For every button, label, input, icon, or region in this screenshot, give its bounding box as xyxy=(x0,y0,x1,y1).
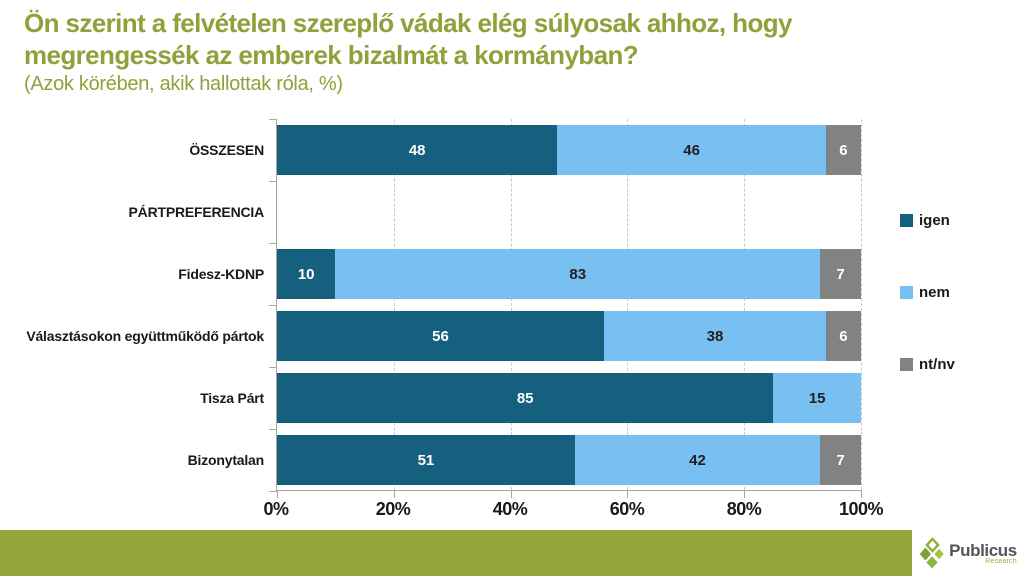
chart-row-tisza-p-rt: 85 15 xyxy=(277,367,861,429)
x-axis-label-60-: 60% xyxy=(609,499,645,519)
value-label: 6 xyxy=(839,141,848,159)
value-label: 83 xyxy=(569,265,587,283)
x-axis-label-80-: 80% xyxy=(726,499,762,519)
value-label: 51 xyxy=(417,451,435,469)
chart-header: Ön szerint a felvételen szereplő vádak e… xyxy=(24,8,939,96)
value-label: 7 xyxy=(836,265,845,283)
legend-swatch-nem xyxy=(900,285,913,299)
chart-row-fidesz-kdnp: 10 83 7 xyxy=(277,243,861,305)
bar-segment-nem: 83 xyxy=(335,249,821,299)
stacked-bar: 85 15 xyxy=(277,373,861,423)
bar-segment-nt-nv: 7 xyxy=(820,435,861,485)
publicus-wordmark: Publicus Research xyxy=(949,542,1017,565)
stacked-bar: 51 42 7 xyxy=(277,435,861,485)
legend-item-igen: igen xyxy=(900,211,955,229)
x-axis-tick xyxy=(510,490,512,498)
value-label: 6 xyxy=(839,327,848,345)
bar-rows: 48 46 6 10 83 7 56 38 6 85 15 51 42 7 xyxy=(277,119,861,491)
chart-row-bizonytalan: 51 42 7 xyxy=(277,429,861,491)
legend-item-nt-nv: nt/nv xyxy=(900,355,955,373)
legend-swatch-nt-nv xyxy=(900,357,913,371)
gridline-100 xyxy=(861,119,862,490)
value-label: 7 xyxy=(836,451,845,469)
bar-segment-igen: 48 xyxy=(277,125,558,175)
category-label-p-rtpreferencia: PÁRTPREFERENCIA xyxy=(128,204,265,220)
x-axis-labels: 0% 20% 40% 60% 80% 100% xyxy=(263,499,883,523)
bar-segment-nt-nv: 7 xyxy=(820,249,861,299)
x-axis-label-100-: 100% xyxy=(838,499,884,519)
value-label: 46 xyxy=(683,141,700,159)
y-axis-tick xyxy=(269,243,277,244)
legend-item-nem: nem xyxy=(900,283,955,301)
plot-area: 48 46 6 10 83 7 56 38 6 85 15 51 42 7 xyxy=(269,119,862,498)
footer-band xyxy=(0,530,912,576)
value-label: 85 xyxy=(516,389,534,407)
x-axis-tick xyxy=(277,490,278,498)
category-label--sszesen: ÖSSZESEN xyxy=(189,142,264,158)
legend: igen nem nt/nv xyxy=(900,212,955,428)
x-axis-tick xyxy=(744,490,746,498)
x-axis-tick xyxy=(393,490,395,498)
bar-segment-nt-nv: 6 xyxy=(825,311,861,361)
legend-label: nem xyxy=(919,283,950,301)
y-axis-tick xyxy=(269,367,277,368)
y-axis-tick xyxy=(269,305,277,306)
category-label-v-laszt-sokon-egy-ttm-k-d-p-rtok: Választásokon együttműködő pártok xyxy=(26,328,264,344)
brand-subname: Research xyxy=(985,557,1017,565)
value-label: 38 xyxy=(706,327,724,345)
gridline-60 xyxy=(627,119,629,490)
bar-segment-nem: 42 xyxy=(574,435,821,485)
legend-swatch-igen xyxy=(900,213,913,227)
stacked-bar: 56 38 6 xyxy=(277,311,861,361)
category-label-fidesz-kdnp: Fidesz-KDNP xyxy=(178,266,264,282)
gridline-40 xyxy=(510,119,512,490)
chart-row--sszesen: 48 46 6 xyxy=(277,119,861,181)
category-label-tisza-p-rt: Tisza Párt xyxy=(200,390,264,406)
bar-segment-igen: 85 xyxy=(277,373,774,423)
value-label: 15 xyxy=(808,389,826,407)
stacked-bar: 48 46 6 xyxy=(277,125,861,175)
bar-segment-igen: 51 xyxy=(277,435,575,485)
x-axis-tick xyxy=(627,490,629,498)
gridline-80 xyxy=(744,119,746,490)
chart-row-p-rtpreferencia xyxy=(277,181,861,243)
y-axis-tick xyxy=(269,491,277,492)
stacked-bar: 10 83 7 xyxy=(277,249,861,299)
brand-name: Publicus xyxy=(949,540,1017,560)
gridline-20 xyxy=(393,119,395,490)
x-axis-label-0-: 0% xyxy=(263,499,289,519)
legend-label: igen xyxy=(919,211,950,229)
bar-segment-nem: 15 xyxy=(773,373,861,423)
chart-title: Ön szerint a felvételen szereplő vádak e… xyxy=(24,8,792,70)
category-label-bizonytalan: Bizonytalan xyxy=(187,452,265,468)
bar-segment-nt-nv: 6 xyxy=(825,125,861,175)
x-axis-tick xyxy=(861,490,862,498)
legend-label: nt/nv xyxy=(919,355,955,373)
y-axis-tick xyxy=(269,429,277,430)
chart-row-v-laszt-sokon-egy-ttm-k-d-p-rtok: 56 38 6 xyxy=(277,305,861,367)
bar-segment-nem: 38 xyxy=(604,311,826,361)
y-axis-tick xyxy=(269,181,277,182)
chart-subtitle: (Azok körében, akik hallottak róla, %) xyxy=(24,73,343,96)
bar-segment-igen: 56 xyxy=(277,311,605,361)
x-axis-label-40-: 40% xyxy=(492,499,528,519)
value-label: 56 xyxy=(432,327,449,345)
y-axis-tick xyxy=(269,119,277,120)
value-label: 48 xyxy=(408,141,426,159)
publicus-diamonds-icon xyxy=(919,537,944,569)
bar-segment-nem: 46 xyxy=(557,125,826,175)
bar-segment-igen: 10 xyxy=(277,249,336,299)
x-axis-label-20-: 20% xyxy=(375,499,411,519)
value-label: 42 xyxy=(689,451,706,469)
category-axis: ÖSSZESEN PÁRTPREFERENCIA Fidesz-KDNP Válasz… xyxy=(0,119,264,491)
publicus-logo: Publicus Research xyxy=(912,530,1024,576)
value-label: 10 xyxy=(297,265,315,283)
